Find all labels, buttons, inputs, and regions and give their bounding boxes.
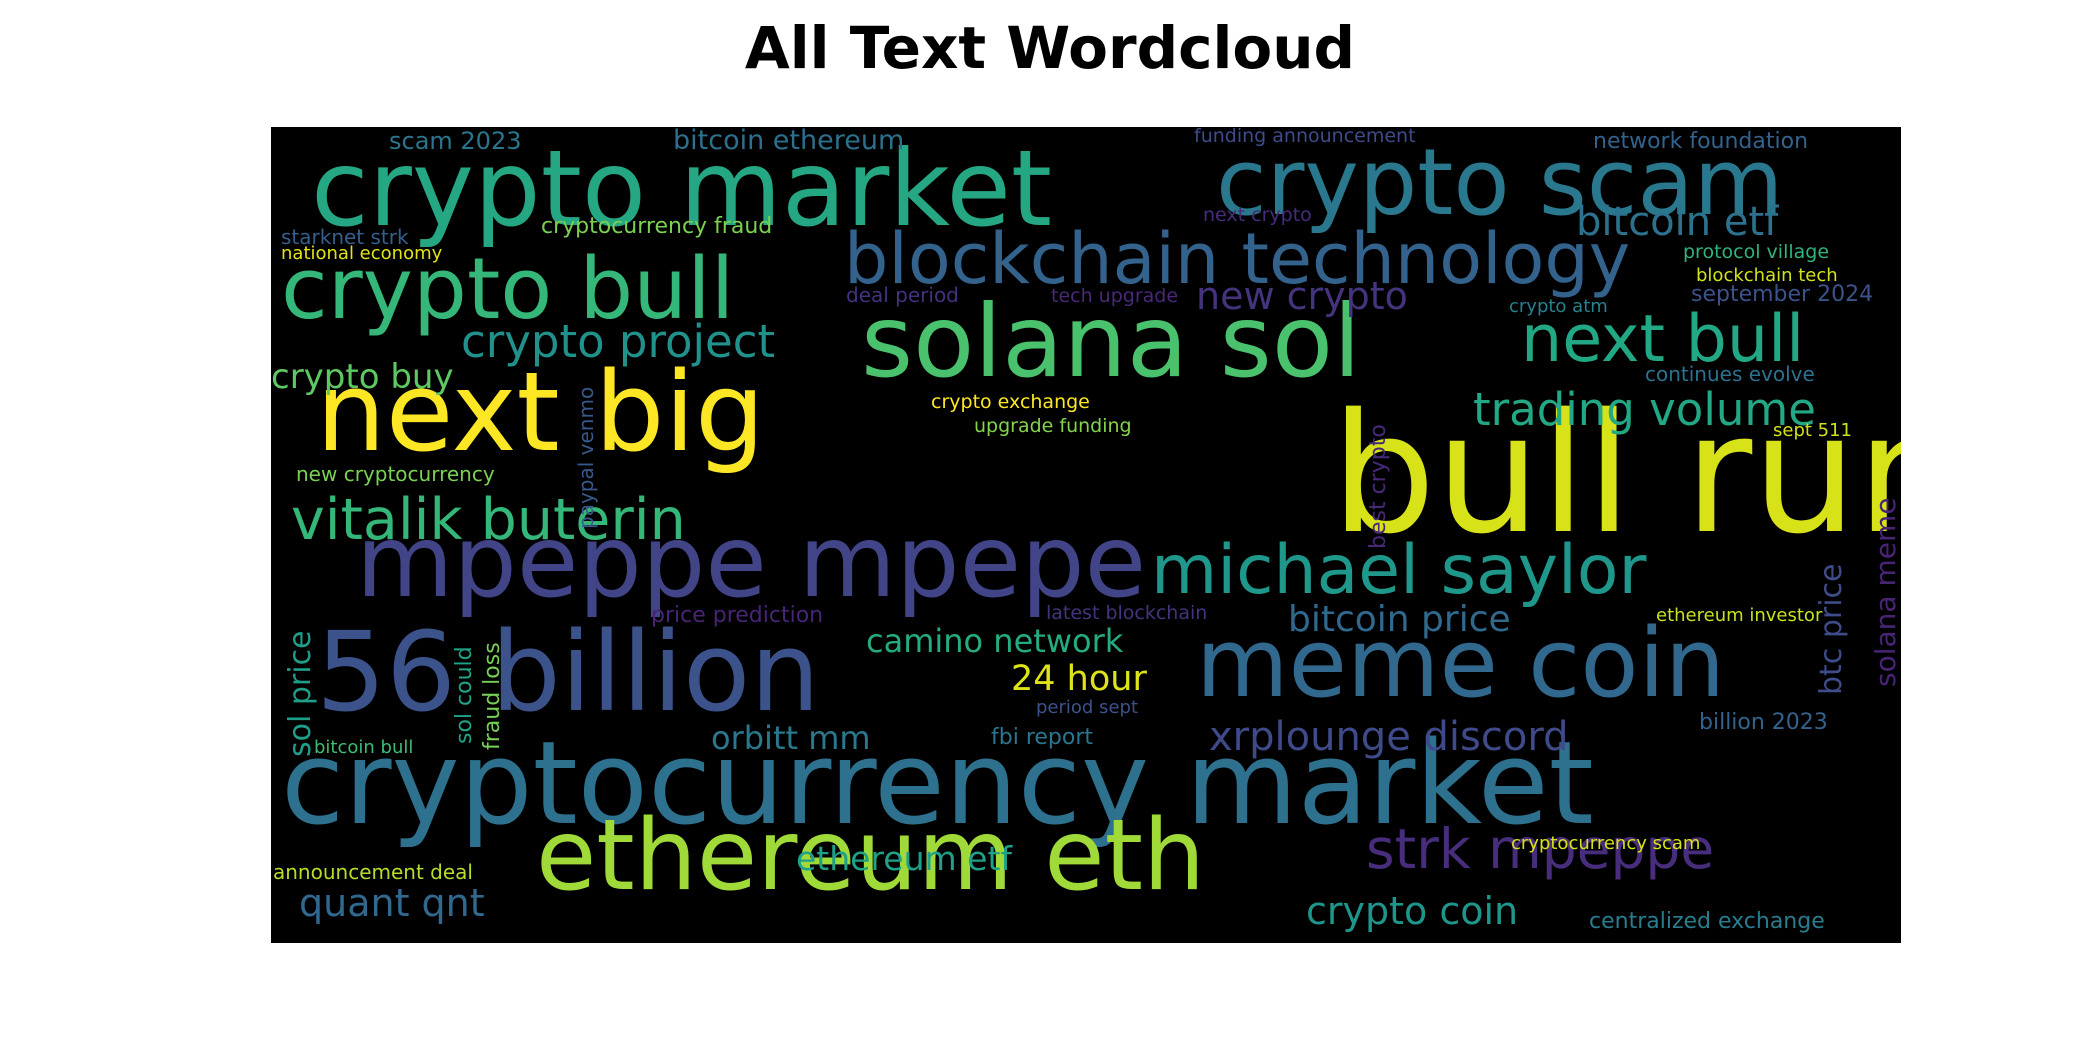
wordcloud-word: cryptocurrency market [281, 717, 1594, 851]
wordcloud-word: crypto project [461, 315, 776, 368]
wordcloud-word: scam 2023 [389, 127, 522, 155]
wordcloud-word: camino network [866, 622, 1124, 660]
wordcloud-word: next big [316, 348, 765, 476]
wordcloud-word: funding announcement [1194, 127, 1416, 147]
wordcloud-word: next bull [1521, 302, 1805, 377]
wordcloud-word: bull run [1331, 378, 1901, 570]
wordcloud-word: cryptocurrency scam [1511, 833, 1701, 854]
wordcloud-word: tech upgrade [1051, 285, 1179, 307]
wordcloud-word: best crypto [1366, 424, 1391, 549]
wordcloud-word: crypto market [311, 128, 1053, 250]
wordcloud-word: btc price [1814, 563, 1849, 696]
wordcloud-word: meme coin [1196, 609, 1726, 719]
wordcloud-word: bitcoin bull [314, 737, 414, 758]
wordcloud-word: next crypto [1203, 204, 1312, 226]
wordcloud-word: fbi report [991, 725, 1094, 750]
wordcloud-word: sol price [283, 630, 318, 757]
wordcloud-canvas: bull run crypto market crypto scam cryptocu… [271, 127, 1901, 943]
wordcloud-word: ethereum eth [536, 799, 1206, 913]
wordcloud-word: michael saylor [1151, 531, 1647, 610]
wordcloud-word: deal period [846, 283, 959, 307]
wordcloud-word: crypto atm [1509, 296, 1608, 317]
wordcloud-word: centralized exchange [1589, 909, 1825, 934]
wordcloud-word: crypto exchange [931, 391, 1090, 413]
wordcloud-word: 24 hour [1011, 659, 1147, 699]
wordcloud-word: cryptocurrency fraud [541, 214, 773, 239]
wordcloud-word: strk mpeppe [1366, 817, 1715, 881]
wordcloud-word: crypto bull [281, 240, 735, 339]
wordcloud-word: xrplounge discord [1209, 714, 1569, 760]
wordcloud-word: crypto buy [271, 357, 454, 397]
wordcloud-word: fraud loss [480, 642, 505, 750]
wordcloud-word: protocol village [1683, 241, 1830, 263]
wordcloud-word: continues evolve [1645, 362, 1815, 386]
wordcloud-word: ethereum investor [1656, 605, 1823, 626]
wordcloud-word: ethereum etf [796, 839, 1013, 878]
wordcloud-word: paypal venmo [574, 386, 598, 529]
wordcloud-word: starknet strk [281, 225, 409, 249]
wordcloud-word: new cryptocurrency [296, 462, 495, 486]
wordcloud-word: sol could [452, 646, 477, 744]
wordcloud-word: network foundation [1593, 129, 1809, 154]
wordcloud-word: trading volume [1473, 383, 1816, 436]
wordcloud-word: period sept [1036, 697, 1138, 718]
wordcloud-word: price prediction [651, 603, 824, 628]
wordcloud-word: bitcoin price [1288, 599, 1511, 640]
wordcloud-word: bitcoin ethereum [673, 127, 905, 156]
wordcloud-word: blockchain technology [844, 218, 1631, 300]
wordcloud-word: solana meme [1869, 497, 1901, 687]
wordcloud-word: latest blockchain [1046, 602, 1208, 624]
wordcloud-word: mpeppe mpepe [356, 503, 1147, 620]
wordcloud-word: 56 billion [316, 608, 821, 736]
wordcloud-word: billion 2023 [1699, 710, 1828, 735]
wordcloud-word: national economy [281, 243, 443, 264]
wordcloud-word: blockchain tech [1696, 265, 1838, 286]
wordcloud-word: bitcoin etf [1576, 199, 1779, 245]
wordcloud-word: solana sol [861, 283, 1361, 400]
wordcloud-word: sept 511 [1773, 420, 1853, 441]
wordcloud-word: announcement deal [273, 860, 473, 884]
wordcloud-word: crypto coin [1306, 889, 1519, 933]
wordcloud-word: september 2024 [1691, 282, 1874, 307]
wordcloud-word: new crypto [1196, 274, 1408, 318]
chart-title: All Text Wordcloud [744, 14, 1356, 82]
wordcloud-word: vitalik buterin [291, 487, 686, 553]
wordcloud-word: crypto scam [1216, 129, 1784, 236]
wordcloud-word: orbitt mm [711, 719, 871, 757]
wordcloud-word: quant qnt [299, 881, 485, 925]
wordcloud-word: upgrade funding [974, 415, 1132, 437]
